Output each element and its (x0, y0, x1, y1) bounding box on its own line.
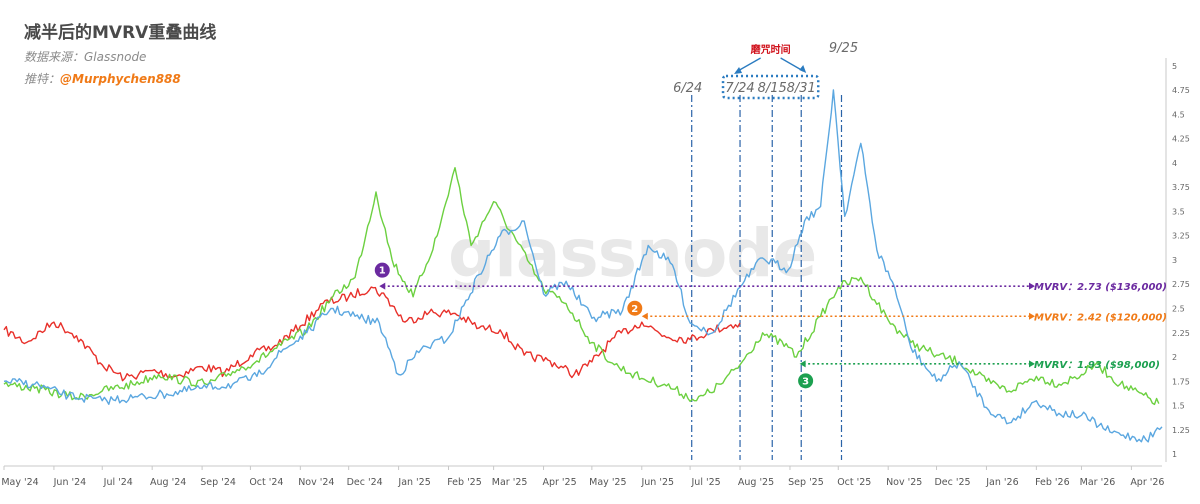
numbered-marker (374, 262, 390, 278)
series-line (3, 167, 1160, 406)
numbered-marker-label: 3 (802, 376, 809, 387)
x-tick-label: Nov '25 (886, 477, 922, 488)
period-box (721, 74, 820, 100)
y-tick-label: 1.75 (1172, 377, 1190, 386)
x-tick-label: Dec '24 (347, 477, 383, 488)
x-tick-label: May '25 (589, 477, 626, 488)
y-tick-label: 3.5 (1172, 207, 1185, 216)
y-tick-label: 4 (1172, 159, 1177, 168)
reference-label: MVRV：1.93 ($98,000) (1034, 360, 1160, 371)
numbered-marker-label: 2 (631, 304, 638, 315)
x-tick-label: Jan '26 (985, 477, 1018, 488)
x-tick-label: Feb '26 (1035, 477, 1070, 488)
period-arrow (780, 57, 804, 72)
period-arrow-head (799, 65, 807, 73)
reference-label: MVRV：2.42 ($120,000) (1034, 312, 1167, 323)
y-tick-label: 4.5 (1172, 110, 1185, 119)
reference-arrow-head (1029, 360, 1035, 368)
x-tick-label: May '24 (1, 477, 38, 488)
y-tick-label: 1.25 (1172, 426, 1190, 435)
numbered-marker (798, 373, 814, 389)
series-line (3, 286, 741, 382)
twitter-prefix: 推特： (24, 72, 61, 86)
vertical-marker-label: 6/24 (673, 81, 702, 96)
y-tick-label: 4.75 (1172, 86, 1190, 95)
y-tick-label: 2 (1172, 353, 1177, 362)
x-tick-label: Aug '25 (738, 477, 774, 488)
x-tick-label: Nov '24 (298, 477, 334, 488)
y-tick-label: 3.75 (1172, 183, 1190, 192)
y-tick-label: 2.75 (1172, 280, 1190, 289)
twitter-credit: 推特：@Murphychen888 (24, 70, 181, 87)
x-tick-label: Feb '25 (447, 477, 482, 488)
x-tick-label: Aug '24 (150, 477, 186, 488)
x-tick-label: Apr '25 (542, 477, 576, 488)
x-tick-label: Dec '25 (934, 477, 970, 488)
y-tick-label: 2.25 (1172, 329, 1190, 338)
y-tick-label: 3.25 (1172, 232, 1190, 241)
x-tick-label: Mar '25 (492, 477, 528, 488)
reference-arrow-head (1029, 282, 1035, 290)
reference-arrow-head (799, 360, 806, 368)
vertical-marker-label: 8/31 (787, 81, 816, 96)
numbered-marker-label: 1 (379, 266, 386, 277)
y-tick-label: 4.25 (1172, 135, 1190, 144)
reference-arrow-head (1029, 312, 1035, 320)
y-tick-label: 1.5 (1172, 402, 1185, 411)
reference-label: MVRV：2.73 ($136,000) (1034, 282, 1167, 293)
data-source: 数据来源：Glassnode (24, 50, 147, 64)
x-tick-label: Jul '25 (691, 477, 721, 488)
y-tick-label: 3 (1172, 256, 1177, 265)
vertical-marker-label: 7/24 (725, 81, 754, 96)
x-tick-label: Jul '24 (103, 477, 133, 488)
y-tick-label: 1 (1172, 450, 1177, 459)
x-tick-label: Mar '26 (1080, 477, 1116, 488)
x-tick-label: Sep '25 (788, 477, 824, 488)
period-label: 磨咒时间 (750, 43, 791, 56)
y-tick-label: 5 (1172, 62, 1177, 71)
reference-arrow-head (379, 282, 386, 290)
chart-title: 减半后的MVRV重叠曲线 (24, 23, 217, 43)
watermark: glassnode (448, 215, 817, 292)
y-tick-label: 2.5 (1172, 304, 1185, 313)
series-line (3, 89, 1163, 443)
vertical-marker-label: 9/25 (829, 41, 858, 56)
twitter-handle: @Murphychen888 (60, 72, 181, 86)
x-tick-label: Jun '25 (640, 477, 674, 488)
x-tick-label: Sep '24 (200, 477, 236, 488)
numbered-marker (627, 300, 643, 316)
x-tick-label: Apr '26 (1130, 477, 1164, 488)
reference-arrow-head (641, 312, 648, 320)
x-tick-label: Jun '24 (53, 477, 87, 488)
x-tick-label: Oct '24 (249, 477, 283, 488)
x-tick-label: Oct '25 (837, 477, 871, 488)
period-arrow-head (734, 67, 743, 74)
x-tick-label: Jan '25 (397, 477, 430, 488)
vertical-marker-label: 8/15 (758, 81, 787, 96)
